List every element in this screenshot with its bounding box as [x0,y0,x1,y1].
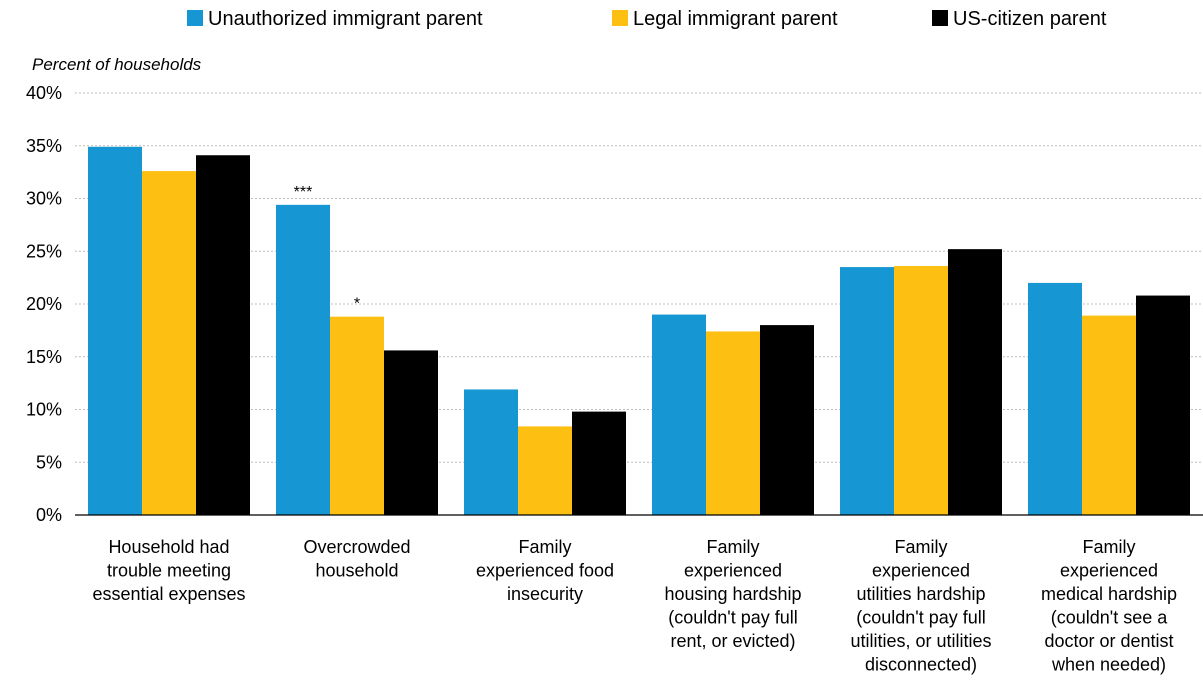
bar [276,204,330,515]
x-tick-label: trouble meeting [107,561,231,581]
x-tick-label: Overcrowded [303,537,410,557]
y-tick-label: 30% [26,189,62,209]
y-tick-label: 10% [26,400,62,420]
x-tick-label: experienced [1060,561,1158,581]
y-tick-label: 25% [26,241,62,261]
legend-swatch-2 [612,10,628,26]
x-tick-label: (couldn't pay full [668,608,798,628]
x-tick-label: (couldn't pay full [856,608,986,628]
legend-label-1: Unauthorized immigrant parent [208,8,483,30]
bar [384,350,438,515]
x-tick-label: rent, or evicted) [670,631,795,651]
x-tick-label: Family [519,537,572,557]
legend-label-3: US-citizen parent [953,8,1107,30]
x-tick-label: when needed) [1051,655,1166,675]
legend-swatch-1 [187,10,203,26]
x-tick-label: Family [707,537,760,557]
legend-swatch-3 [932,10,948,26]
y-tick-label: 15% [26,347,62,367]
bar [572,411,626,515]
x-tick-label: (couldn't see a [1051,608,1168,628]
bar [840,267,894,515]
bar [330,316,384,515]
bar [88,146,142,515]
y-tick-label: 35% [26,136,62,156]
y-tick-label: 40% [26,83,62,103]
significance-label: *** [294,184,313,201]
x-tick-label: utilities, or utilities [850,631,991,651]
category-labels: Household had trouble meeting essential ex… [92,537,1177,675]
x-tick-label: essential expenses [92,584,245,604]
bar [706,331,760,515]
bar [1082,315,1136,515]
bar [1136,295,1190,515]
x-tick-label: experienced food [476,561,614,581]
x-tick-label: Household had [108,537,229,557]
x-tick-label: disconnected) [865,655,977,675]
y-axis-ticks: 0% 5% 10% 15% 20% 25% 30% 35% 40% [26,83,62,525]
x-tick-label: doctor or dentist [1044,631,1173,651]
x-tick-label: experienced [872,561,970,581]
bars [88,146,1190,515]
bar [518,426,572,515]
legend-label-2: Legal immigrant parent [633,8,838,30]
x-tick-label: medical hardship [1041,584,1177,604]
bar [894,266,948,515]
x-tick-label: insecurity [507,584,583,604]
bar [1028,282,1082,515]
legend: Unauthorized immigrant parent Legal immig… [187,8,1107,30]
y-tick-label: 0% [36,505,62,525]
x-tick-label: utilities hardship [856,584,985,604]
significance-annotations: **** [294,184,360,313]
bar [464,389,518,515]
y-tick-label: 20% [26,294,62,314]
bar [652,314,706,515]
bar [948,249,1002,515]
x-tick-label: housing hardship [664,584,801,604]
x-tick-label: household [315,561,398,581]
bar [760,325,814,515]
x-tick-label: experienced [684,561,782,581]
bar [196,155,250,515]
x-tick-label: Family [1083,537,1136,557]
x-tick-label: Family [895,537,948,557]
bar [142,171,196,515]
y-axis-label: Percent of households [32,55,202,74]
significance-label: * [354,296,360,313]
gridlines [75,92,1203,463]
y-tick-label: 5% [36,452,62,472]
